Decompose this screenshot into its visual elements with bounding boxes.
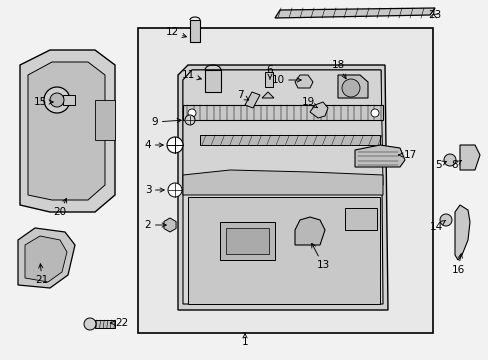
Circle shape	[50, 93, 64, 107]
Bar	[190, 20, 200, 42]
Circle shape	[167, 137, 183, 153]
Bar	[138, 28, 432, 333]
Polygon shape	[294, 217, 325, 245]
Text: 21: 21	[35, 264, 48, 285]
Text: 8: 8	[451, 160, 460, 170]
Circle shape	[443, 154, 455, 166]
Circle shape	[341, 79, 359, 97]
Polygon shape	[354, 145, 404, 167]
Polygon shape	[459, 145, 479, 170]
Text: 7: 7	[236, 90, 248, 100]
Text: 4: 4	[144, 140, 163, 150]
Text: 20: 20	[53, 198, 66, 217]
Text: 14: 14	[428, 220, 445, 232]
Circle shape	[187, 109, 196, 117]
Polygon shape	[183, 70, 382, 304]
Bar	[95, 320, 115, 328]
Bar	[200, 135, 379, 145]
Bar	[345, 208, 376, 230]
Text: 5: 5	[434, 160, 446, 170]
Bar	[220, 222, 274, 260]
Circle shape	[168, 183, 182, 197]
Bar	[183, 105, 382, 120]
Polygon shape	[95, 100, 115, 140]
Circle shape	[184, 115, 195, 125]
Text: 12: 12	[165, 27, 186, 37]
Polygon shape	[20, 50, 115, 212]
Bar	[204, 70, 221, 92]
Text: 13: 13	[311, 243, 329, 270]
Polygon shape	[262, 92, 273, 98]
Text: 19: 19	[301, 97, 317, 108]
Text: 22: 22	[110, 318, 128, 328]
Text: 16: 16	[450, 254, 464, 275]
Text: 11: 11	[181, 70, 201, 80]
Text: 1: 1	[241, 333, 248, 347]
Polygon shape	[25, 236, 67, 282]
Polygon shape	[28, 62, 105, 200]
Circle shape	[370, 109, 378, 117]
Circle shape	[439, 214, 451, 226]
Polygon shape	[244, 92, 260, 108]
Bar	[225, 228, 268, 254]
Polygon shape	[337, 75, 367, 98]
Text: 6: 6	[266, 65, 273, 79]
Bar	[63, 95, 75, 105]
Polygon shape	[294, 75, 312, 88]
Polygon shape	[187, 197, 379, 304]
Text: 15: 15	[33, 97, 53, 107]
Text: 2: 2	[144, 220, 166, 230]
Polygon shape	[183, 70, 382, 185]
Text: 18: 18	[331, 60, 346, 79]
Text: 17: 17	[398, 150, 416, 160]
Polygon shape	[183, 170, 382, 195]
Polygon shape	[454, 205, 469, 260]
Polygon shape	[178, 65, 387, 310]
Text: 23: 23	[427, 10, 441, 20]
Circle shape	[44, 87, 70, 113]
Text: 9: 9	[151, 117, 181, 127]
Polygon shape	[309, 102, 327, 118]
Polygon shape	[18, 228, 75, 288]
Text: 3: 3	[144, 185, 164, 195]
Text: 10: 10	[271, 75, 301, 85]
Polygon shape	[274, 8, 434, 18]
Bar	[264, 72, 272, 87]
Circle shape	[84, 318, 96, 330]
